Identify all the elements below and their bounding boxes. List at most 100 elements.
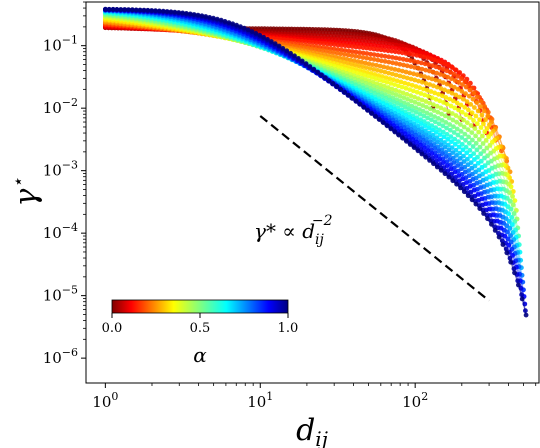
data-point	[160, 8, 166, 14]
data-point	[342, 51, 348, 57]
data-point	[432, 119, 438, 125]
data-point	[466, 93, 472, 99]
data-point	[460, 147, 466, 153]
data-point	[434, 103, 440, 109]
data-point	[478, 99, 484, 104]
data-point	[288, 50, 293, 56]
data-point	[110, 6, 116, 12]
data-point	[506, 219, 512, 224]
data-point	[403, 51, 409, 56]
data-point	[390, 71, 395, 77]
data-point	[401, 74, 406, 80]
data-point	[390, 55, 395, 60]
data-point	[386, 70, 392, 76]
data-point	[510, 222, 515, 228]
data-point	[199, 13, 205, 19]
data-point	[424, 110, 430, 116]
data-point	[452, 78, 458, 83]
data-point	[504, 250, 510, 256]
data-point	[416, 65, 421, 71]
data-point	[310, 40, 316, 45]
data-point	[383, 75, 389, 80]
data-point	[441, 134, 447, 140]
data-point	[419, 66, 425, 72]
data-point	[276, 43, 282, 49]
data-point	[459, 141, 465, 147]
data-point	[451, 124, 456, 130]
colorbar-label: α	[193, 343, 207, 367]
data-point	[442, 144, 448, 150]
x-axis-title: dij	[296, 413, 328, 448]
data-point	[130, 7, 135, 13]
data-point	[409, 82, 415, 88]
data-point	[471, 118, 476, 123]
data-point	[346, 92, 351, 98]
data-point	[396, 46, 402, 52]
data-series-layer	[103, 6, 529, 318]
data-point	[386, 89, 392, 95]
data-point	[401, 62, 406, 68]
data-point	[481, 108, 487, 114]
data-point	[379, 74, 385, 79]
data-point	[452, 84, 457, 90]
data-point	[418, 91, 424, 96]
data-point	[164, 9, 170, 14]
data-point	[353, 98, 359, 104]
data-point	[392, 82, 397, 87]
data-point	[245, 27, 251, 33]
data-point	[482, 155, 487, 161]
data-point	[371, 52, 377, 57]
data-point	[384, 79, 390, 85]
data-point	[449, 139, 454, 145]
data-point	[207, 15, 213, 20]
data-point	[360, 50, 366, 56]
data-point	[411, 88, 416, 94]
data-point	[459, 135, 465, 140]
data-point	[512, 270, 517, 276]
data-point	[319, 72, 324, 78]
data-point	[453, 92, 459, 98]
data-point	[126, 7, 131, 12]
data-point	[384, 123, 390, 129]
data-point	[334, 84, 340, 89]
data-point	[369, 75, 375, 80]
data-point	[473, 133, 478, 139]
x-tick-label-1: 101	[247, 390, 273, 411]
data-point	[458, 122, 463, 127]
data-point	[137, 7, 143, 13]
data-point	[454, 100, 460, 106]
data-point	[470, 144, 476, 149]
data-point	[238, 24, 243, 30]
data-point	[456, 107, 461, 113]
data-point	[454, 181, 459, 187]
data-point	[479, 164, 485, 170]
data-point	[284, 48, 290, 54]
data-point	[417, 111, 423, 117]
data-point	[410, 108, 415, 113]
data-point	[440, 80, 446, 85]
data-point	[462, 131, 468, 137]
data-point	[507, 255, 513, 261]
data-point	[445, 74, 451, 80]
data-point	[427, 106, 433, 112]
data-point	[430, 127, 435, 133]
data-point	[460, 96, 466, 102]
data-point	[377, 117, 382, 122]
data-point	[427, 82, 433, 87]
data-point	[421, 113, 427, 119]
data-point	[473, 201, 479, 207]
colorbar-tick-0: 0.0	[102, 321, 123, 336]
data-point	[404, 63, 410, 69]
data-point	[443, 95, 449, 100]
data-point	[373, 76, 379, 82]
data-point	[280, 46, 286, 51]
data-point	[106, 6, 112, 12]
data-point	[434, 164, 440, 170]
data-point	[396, 132, 402, 138]
data-point	[386, 54, 392, 60]
data-point	[510, 202, 516, 208]
data-point	[222, 19, 228, 24]
data-point	[418, 121, 424, 127]
data-point	[505, 236, 511, 242]
data-point	[416, 101, 422, 107]
